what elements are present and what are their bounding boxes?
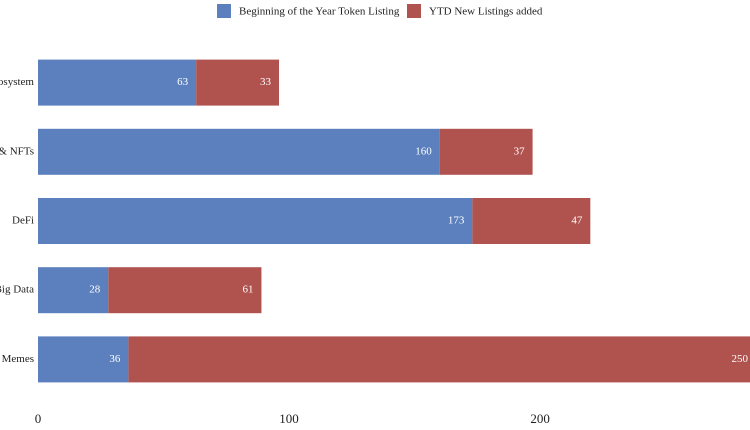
value-label: 250	[732, 353, 749, 365]
y-tick-label: Memes	[2, 353, 34, 365]
value-label: 61	[242, 284, 253, 296]
y-tick-label: s & NFTs	[0, 145, 34, 157]
value-label: 28	[89, 284, 101, 296]
value-label: 47	[571, 215, 583, 227]
legend-swatch	[407, 4, 421, 18]
y-tick-label: DeFi	[12, 215, 34, 227]
legend-label: YTD New Listings added	[429, 6, 543, 18]
bar-segment	[439, 128, 533, 175]
legend-swatch	[217, 4, 231, 18]
legend-label: Beginning of the Year Token Listing	[239, 6, 400, 18]
x-tick-label: 0	[35, 411, 42, 426]
x-tick-label: 200	[530, 411, 550, 426]
bar-segment	[128, 336, 750, 383]
value-label: 173	[448, 215, 465, 227]
bar-segment	[38, 59, 197, 106]
bar-segment	[38, 267, 109, 314]
value-label: 63	[177, 76, 189, 88]
bar-segment	[196, 59, 280, 106]
value-label: 36	[109, 353, 121, 365]
value-label: 160	[415, 145, 432, 157]
value-label: 33	[260, 76, 272, 88]
bar-segment	[38, 336, 129, 383]
y-tick-label: ecosystem	[0, 76, 34, 88]
y-tick-label: Big Data	[0, 284, 34, 296]
x-tick-label: 100	[279, 411, 299, 426]
value-label: 37	[514, 145, 526, 157]
bar-segment	[38, 128, 440, 175]
bar-segment	[108, 267, 262, 314]
bar-segment	[472, 198, 591, 244]
bar-segment	[38, 198, 473, 244]
